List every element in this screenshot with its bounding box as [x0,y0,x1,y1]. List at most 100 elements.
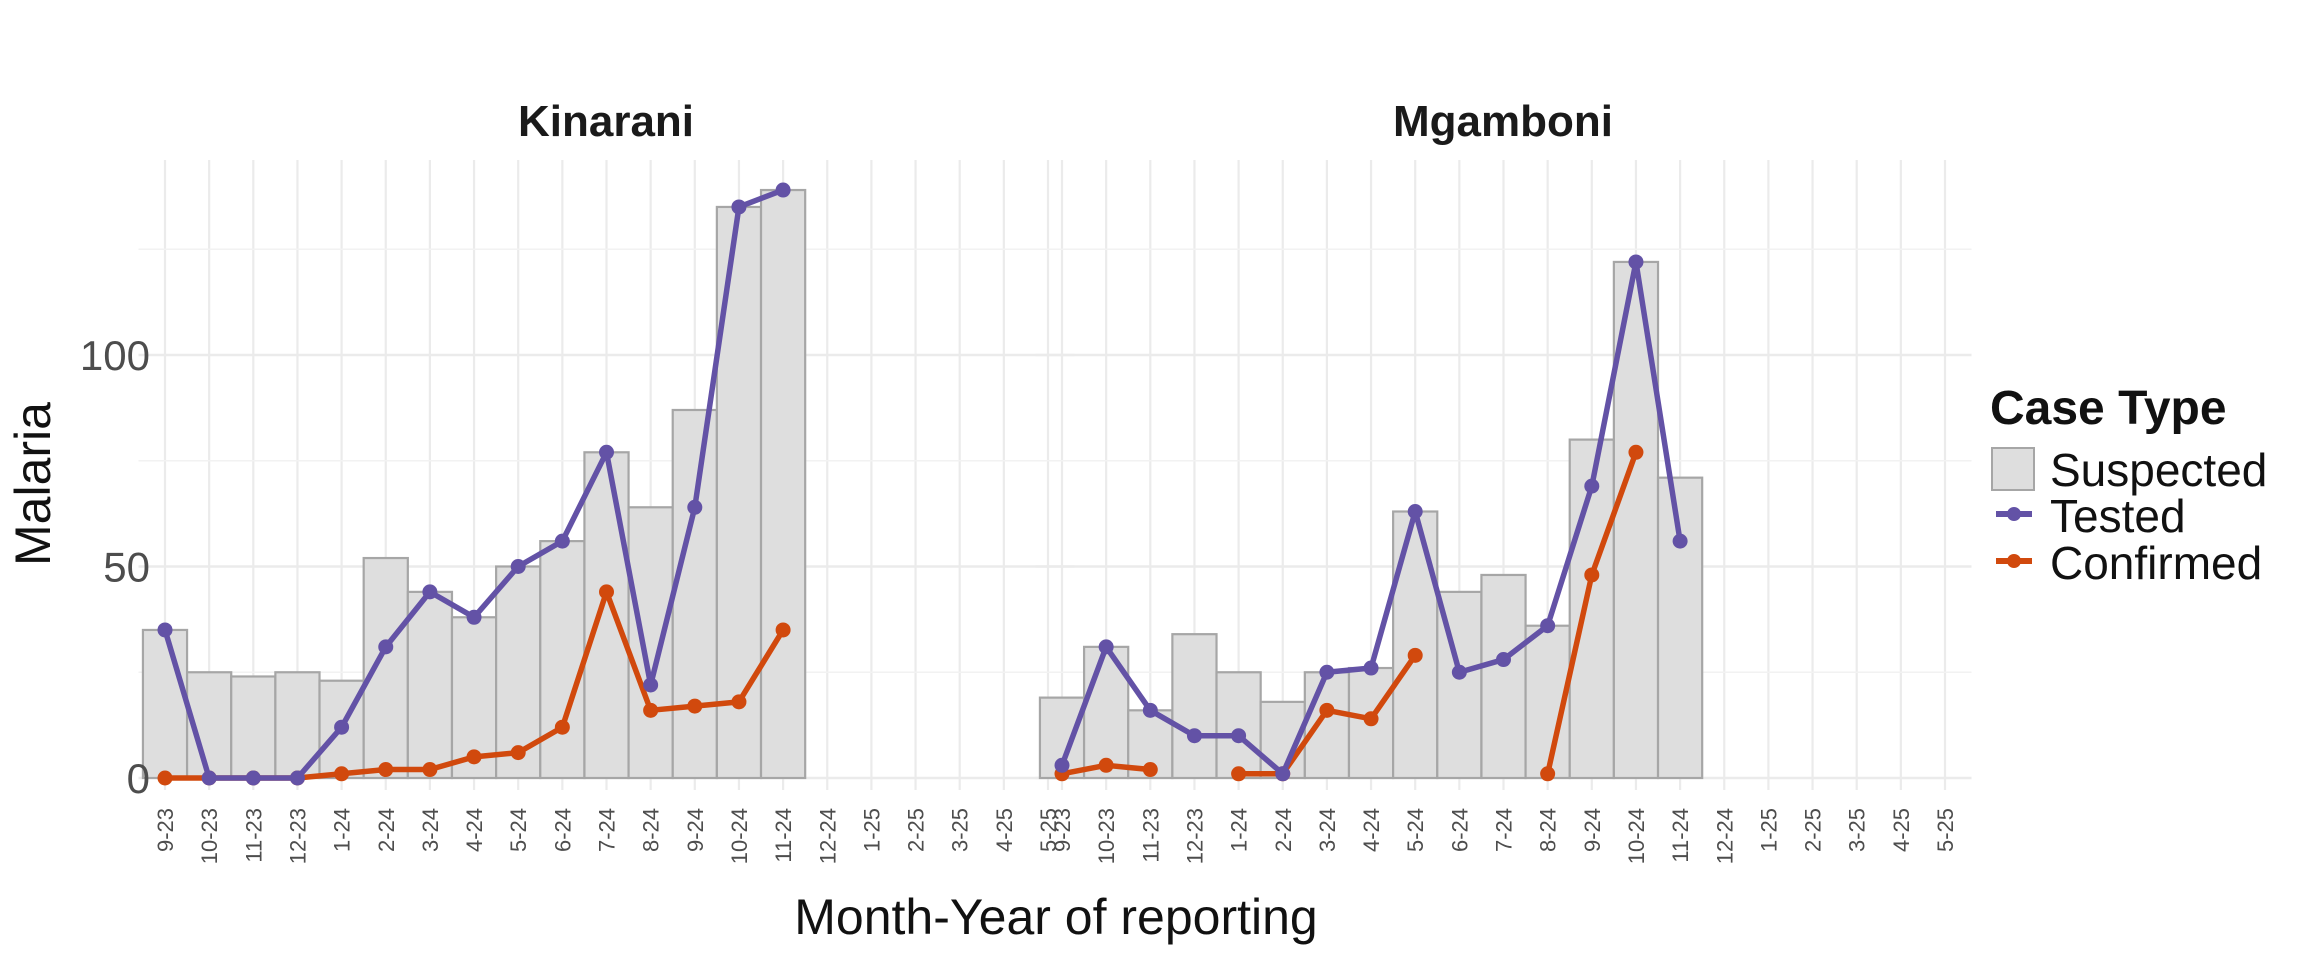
x-tick-label: 12-23 [285,808,310,864]
legend-label-confirmed: Confirmed [2050,537,2262,589]
point-tested-mgamboni-4-24 [1363,660,1379,676]
point-confirmed-kinarani-4-24 [466,749,482,765]
point-confirmed-kinarani-10-24 [731,694,747,710]
point-confirmed-mgamboni-5-24 [1407,647,1423,663]
panel-mgamboni: Mgamboni 9-23 10-23 11-23 12-23 1-24 2-24 3-24… [1035,97,1972,864]
point-confirmed-kinarani-8-24 [643,702,659,718]
x-tick-label: 1-24 [1227,808,1252,852]
point-confirmed-mgamboni-1-24 [1231,766,1247,782]
point-tested-kinarani-10-23 [201,770,217,786]
legend-label-suspected: Suspected [2050,444,2267,496]
x-tick-label: 9-23 [153,808,178,852]
bar-suspected-mgamboni-5-24 [1392,510,1439,780]
bar-suspected-mgamboni-11-24 [1656,476,1704,780]
x-tick-label: 6-24 [1447,808,1472,852]
x-tick-label: 3-25 [948,808,973,852]
x-tick-label: 11-24 [1668,808,1693,863]
x-tick-label: 9-24 [1580,808,1605,852]
point-confirmed-mgamboni-3-24 [1319,702,1335,718]
x-tick-label: 2-25 [904,808,929,852]
point-tested-mgamboni-12-23 [1186,728,1202,744]
point-tested-mgamboni-7-24 [1496,652,1511,668]
point-tested-kinarani-1-24 [334,719,350,735]
bar-suspected-kinarani-9-24 [671,408,718,780]
point-tested-mgamboni-9-24 [1584,478,1600,494]
bar-suspected-mgamboni-9-24 [1568,438,1615,780]
x-tick-label: 10-23 [197,808,222,864]
x-axis-title: Month-Year of reporting [794,889,1317,945]
point-confirmed-mgamboni-8-24 [1540,766,1556,782]
point-tested-kinarani-11-23 [245,770,261,786]
point-tested-mgamboni-11-23 [1142,702,1158,718]
x-tick-label: 10-23 [1094,808,1119,864]
x-tick-label: 2-24 [374,808,399,852]
y-tick-label: 100 [80,332,150,379]
legend-key-suspected [1991,447,2035,491]
point-confirmed-kinarani-1-24 [334,766,350,782]
x-tick-label: 1-25 [859,808,884,852]
x-tick-label: 12-24 [815,808,840,864]
point-confirmed-kinarani-11-24 [775,622,791,638]
point-confirmed-kinarani-3-24 [422,762,438,778]
bar-suspected-mgamboni-1-24 [1215,671,1262,780]
bar-suspected-kinarani-7-24 [583,451,630,780]
point-tested-kinarani-8-24 [643,677,659,693]
x-tick-label: 11-23 [241,808,266,863]
x-tick-label: 7-24 [1492,808,1517,852]
point-tested-kinarani-6-24 [554,533,570,549]
x-tick-label: 12-23 [1182,808,1207,864]
legend-label-tested: Tested [2050,490,2186,542]
bar-suspected-mgamboni-3-24 [1303,671,1351,780]
bar-suspected-mgamboni-7-24 [1480,573,1527,780]
point-confirmed-mgamboni-9-24 [1584,567,1600,583]
legend-key-confirmed-point [2007,554,2021,568]
point-tested-kinarani-12-23 [289,770,305,786]
x-tick-label: 2-25 [1801,808,1826,852]
bar-suspected-kinarani-6-24 [539,540,586,780]
point-tested-mgamboni-10-23 [1098,639,1114,655]
x-tick-label: 4-24 [462,808,487,852]
point-confirmed-kinarani-2-24 [378,762,394,778]
x-tick-label: 2-24 [1271,808,1296,852]
x-ticks-mgamboni: 9-23 10-23 11-23 12-23 1-24 2-24 3-24 4-24 5-24 6… [1050,808,1958,864]
x-tick-label: 8-24 [639,808,664,852]
point-tested-mgamboni-6-24 [1451,664,1467,680]
x-tick-label: 9-24 [683,808,708,852]
point-tested-kinarani-3-24 [422,584,438,600]
grid-mgamboni [1035,160,1972,790]
x-tick-label: 9-23 [1050,808,1075,852]
x-tick-label: 1-25 [1756,808,1781,852]
point-confirmed-kinarani-9-24 [687,698,703,714]
x-tick-label: 4-24 [1359,808,1384,852]
series-confirmed-mgamboni [1054,444,1644,782]
point-confirmed-mgamboni-11-23 [1142,762,1158,778]
x-tick-label: 5-25 [1933,808,1958,852]
y-axis-ticks: 0 50 100 [80,332,150,802]
x-tick-label: 7-24 [595,808,620,852]
y-tick-label: 50 [103,544,150,591]
x-tick-label: 11-23 [1138,808,1163,863]
bar-suspected-kinarani-10-24 [715,205,763,780]
legend-key-tested-point [2007,507,2021,521]
x-tick-label: 12-24 [1712,808,1737,864]
point-confirmed-kinarani-6-24 [554,719,570,735]
x-tick-label: 5-25 [1036,808,1061,852]
y-tick-label: 0 [127,755,150,802]
x-tick-label: 11-24 [771,808,796,863]
point-tested-mgamboni-9-23 [1054,757,1070,773]
x-ticks-kinarani: 9-23 10-23 11-23 12-23 1-24 2-24 3-24 4-24 5-24 6… [153,808,1061,864]
x-tick-label: 3-24 [1315,808,1340,852]
point-confirmed-mgamboni-10-23 [1098,757,1114,773]
point-tested-mgamboni-8-24 [1540,618,1556,634]
x-tick-label: 5-24 [1403,808,1428,852]
legend-title: Case Type [1990,382,2227,435]
x-tick-label: 1-24 [330,808,355,852]
bar-suspected-kinarani-8-24 [627,506,674,780]
x-tick-label: 4-25 [992,808,1017,852]
bar-suspected-kinarani-11-23 [230,675,277,780]
series-tested-mgamboni [1054,254,1688,782]
series-tested-kinarani [157,182,791,786]
point-tested-kinarani-7-24 [599,444,614,460]
point-tested-mgamboni-5-24 [1407,504,1423,520]
